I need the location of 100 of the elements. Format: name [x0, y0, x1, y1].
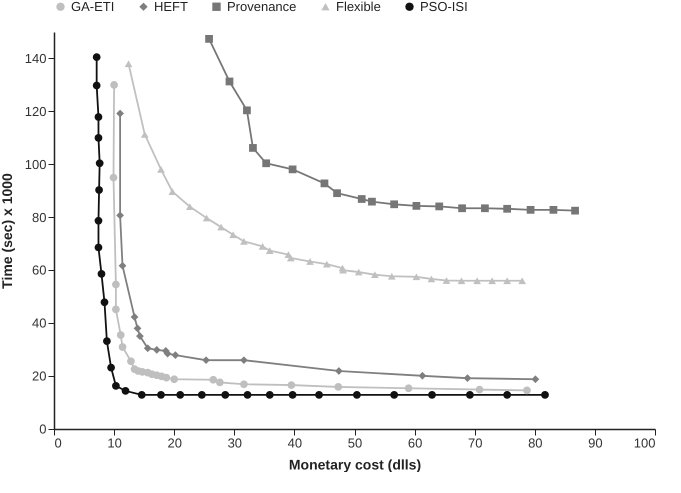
point: [541, 390, 549, 399]
point: [95, 186, 103, 194]
point: [94, 134, 102, 142]
point: [94, 244, 102, 252]
point: [216, 378, 224, 386]
point: [92, 53, 101, 62]
point: [140, 131, 149, 138]
y-tick-label: 140: [24, 50, 46, 66]
y-axis-title: Time (sec) x 1000: [0, 172, 15, 289]
point: [243, 106, 251, 114]
point: [476, 386, 484, 394]
point: [100, 298, 108, 306]
point: [354, 268, 363, 276]
point: [466, 390, 474, 399]
point: [532, 375, 540, 384]
legend-label: Flexible: [336, 0, 381, 14]
point: [112, 306, 120, 314]
point: [288, 390, 296, 399]
x-tick-label: 0: [54, 436, 62, 450]
x-tick-label: 20: [167, 436, 182, 450]
x-tick-label: 80: [528, 436, 543, 450]
point: [503, 277, 512, 284]
point: [358, 195, 366, 203]
point: [550, 206, 558, 214]
x-tick-label: 90: [588, 436, 603, 450]
point: [258, 243, 266, 250]
legend-label: PSO-ISI: [420, 0, 468, 14]
point: [428, 276, 436, 282]
point: [103, 337, 111, 345]
point: [186, 203, 194, 210]
point: [157, 390, 165, 399]
point: [172, 351, 180, 360]
point: [176, 390, 184, 399]
point: [229, 231, 237, 238]
point: [170, 375, 178, 384]
point: [94, 216, 102, 225]
point: [92, 82, 101, 90]
point: [306, 258, 314, 265]
point: [96, 159, 104, 168]
point: [240, 238, 248, 245]
point: [390, 200, 398, 208]
point: [526, 206, 534, 214]
point: [481, 204, 489, 212]
point: [136, 332, 144, 340]
point: [118, 262, 126, 270]
point: [116, 331, 125, 339]
point: [412, 273, 420, 280]
point: [226, 78, 234, 86]
x-tick-label: 40: [288, 436, 302, 450]
point: [118, 343, 126, 351]
point: [240, 380, 248, 388]
x-tick-label: 100: [634, 436, 656, 450]
point: [320, 180, 328, 188]
point: [464, 374, 472, 382]
x-tick-label: 60: [408, 436, 422, 450]
point: [112, 382, 120, 390]
point: [134, 324, 142, 332]
point: [523, 386, 531, 394]
point: [334, 383, 342, 391]
point: [368, 198, 376, 206]
point: [202, 356, 210, 364]
point: [315, 390, 323, 399]
point: [127, 357, 135, 366]
point: [249, 144, 257, 152]
point: [205, 35, 213, 43]
point: [488, 277, 496, 284]
point: [138, 390, 146, 399]
point: [335, 367, 343, 375]
point: [240, 356, 248, 364]
point: [112, 280, 120, 288]
point: [418, 372, 426, 380]
point: [353, 390, 361, 399]
point: [503, 204, 512, 213]
point: [518, 277, 526, 284]
x-tick-label: 10: [107, 436, 122, 450]
y-tick-label: 20: [32, 368, 46, 384]
point: [144, 344, 152, 352]
point: [157, 166, 165, 173]
point: [262, 159, 270, 168]
x-tick-label: 70: [468, 436, 482, 450]
point: [288, 381, 296, 389]
point: [435, 202, 444, 210]
y-tick-label: 40: [32, 316, 46, 331]
point: [116, 212, 124, 220]
point: [198, 390, 206, 399]
point: [503, 390, 512, 399]
point: [110, 81, 118, 89]
x-tick-label: 50: [348, 436, 362, 450]
point: [458, 204, 466, 212]
point: [322, 260, 331, 268]
point: [442, 277, 450, 284]
legend-label: GA-ETI: [71, 0, 114, 14]
point: [110, 174, 118, 182]
point: [266, 390, 274, 399]
point: [473, 277, 481, 284]
point: [458, 277, 466, 284]
point: [107, 364, 115, 372]
y-tick-label: 80: [32, 210, 46, 225]
point: [266, 247, 274, 254]
y-tick-label: 120: [24, 104, 46, 119]
